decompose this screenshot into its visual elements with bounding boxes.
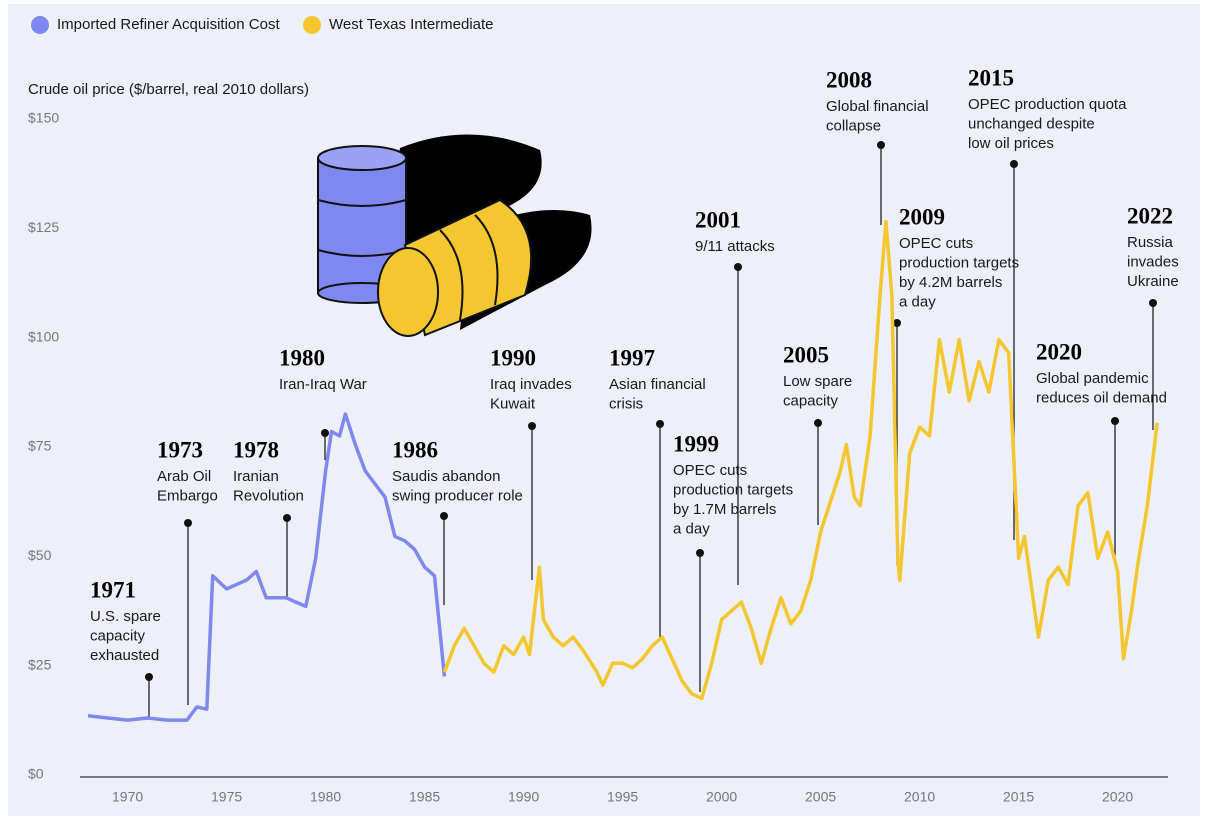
annotation-year: 1999: [673, 431, 719, 456]
annotation-dot: [184, 519, 192, 527]
x-tick-label: 1980: [310, 789, 341, 805]
annotation-text: Revolution: [233, 487, 304, 504]
y-tick-label: $125: [28, 219, 59, 235]
annotation-dot: [440, 512, 448, 520]
annotation-dot: [321, 429, 329, 437]
annotation-text: Asian financial: [609, 376, 706, 393]
annotation-dot: [877, 141, 885, 149]
annotation-text: Iran-Iraq War: [279, 376, 367, 393]
x-tick-label: 2000: [706, 789, 737, 805]
legend-marker: [303, 16, 321, 34]
annotation-text: by 4.2M barrels: [899, 274, 1002, 291]
annotation-dot: [893, 319, 901, 327]
annotation-text: low oil prices: [968, 135, 1054, 152]
annotation-text: invades: [1127, 253, 1179, 270]
x-tick-label: 2010: [904, 789, 935, 805]
series-line: [87, 412, 447, 722]
annotation-text: capacity: [90, 627, 146, 644]
annotation-dot: [283, 514, 291, 522]
y-tick-label: $50: [28, 547, 52, 563]
y-tick-label: $100: [28, 328, 59, 344]
annotation-dot: [1010, 160, 1018, 168]
annotation-year: 2005: [783, 342, 829, 367]
annotation-year: 2022: [1127, 203, 1173, 228]
series-line: [442, 219, 1159, 701]
annotation-dot: [528, 422, 536, 430]
annotation-text: exhausted: [90, 647, 159, 664]
x-tick-label: 1985: [409, 789, 440, 805]
y-axis-title: Crude oil price ($/barrel, real 2010 dol…: [28, 81, 309, 98]
annotation-year: 1990: [490, 345, 536, 370]
annotation-year: 2015: [968, 65, 1014, 90]
y-tick-label: $25: [28, 656, 52, 672]
annotation-text: Low spare: [783, 373, 852, 390]
annotation-text: Arab Oil: [157, 468, 211, 485]
y-tick-label: $150: [28, 110, 59, 126]
annotation-text: Ukraine: [1127, 273, 1179, 290]
annotation-dot: [656, 420, 664, 428]
annotation-text: U.S. spare: [90, 608, 161, 625]
annotation-text: a day: [899, 293, 936, 310]
annotation-text: Global pandemic: [1036, 370, 1149, 387]
annotation-dot: [734, 263, 742, 271]
annotation-text: OPEC cuts: [899, 235, 973, 252]
annotation-text: Kuwait: [490, 395, 536, 412]
y-tick-label: $0: [28, 766, 44, 782]
annotation-text: production targets: [899, 254, 1019, 271]
annotation-text: reduces oil demand: [1036, 389, 1167, 406]
annotation-text: OPEC cuts: [673, 462, 747, 479]
annotation-year: 1997: [609, 345, 655, 370]
annotation-text: by 1.7M barrels: [673, 501, 776, 518]
legend-label: West Texas Intermediate: [329, 16, 494, 33]
legend-label: Imported Refiner Acquisition Cost: [57, 16, 280, 33]
x-tick-label: 2005: [805, 789, 836, 805]
annotation-year: 1986: [392, 437, 438, 462]
annotation-text: unchanged despite: [968, 115, 1095, 132]
x-tick-label: 2020: [1102, 789, 1133, 805]
annotation-text: OPEC production quota: [968, 96, 1127, 113]
x-tick-label: 1975: [211, 789, 242, 805]
annotation-dot: [814, 419, 822, 427]
annotation-year: 2008: [826, 67, 872, 92]
annotation-text: production targets: [673, 481, 793, 498]
annotation-text: Russia: [1127, 234, 1174, 251]
annotation-text: Iranian: [233, 468, 279, 485]
x-tick-label: 1990: [508, 789, 539, 805]
annotation-year: 1978: [233, 437, 279, 462]
annotation-year: 1980: [279, 345, 325, 370]
annotation-year: 2020: [1036, 339, 1082, 364]
annotation-text: Iraq invades: [490, 376, 572, 393]
annotation-text: 9/11 attacks: [695, 238, 775, 255]
annotation-dot: [696, 549, 704, 557]
annotation-year: 2001: [695, 207, 741, 232]
annotation-dot: [145, 673, 153, 681]
annotation-text: a day: [673, 520, 710, 537]
legend-marker: [31, 16, 49, 34]
y-tick-label: $75: [28, 438, 52, 454]
annotation-dot: [1111, 417, 1119, 425]
annotation-text: capacity: [783, 392, 839, 409]
annotation-text: swing producer role: [392, 487, 523, 504]
annotation-text: crisis: [609, 395, 643, 412]
annotation-year: 1971: [90, 577, 136, 602]
x-tick-label: 1970: [112, 789, 143, 805]
annotation-text: Saudis abandon: [392, 468, 500, 485]
barrel-illustration: [317, 134, 592, 337]
annotation-text: collapse: [826, 117, 881, 134]
annotation-text: Global financial: [826, 98, 929, 115]
annotation-year: 2009: [899, 204, 945, 229]
annotation-year: 1973: [157, 437, 203, 462]
x-tick-label: 2015: [1003, 789, 1034, 805]
annotation-text: Embargo: [157, 487, 218, 504]
x-tick-label: 1995: [607, 789, 638, 805]
annotation-dot: [1149, 299, 1157, 307]
